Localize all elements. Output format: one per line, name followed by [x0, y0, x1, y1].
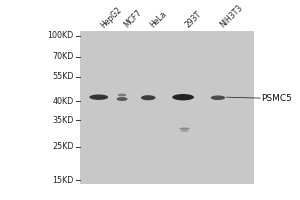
- Ellipse shape: [116, 97, 128, 101]
- Ellipse shape: [172, 94, 194, 100]
- Text: 70KD: 70KD: [52, 52, 74, 61]
- Ellipse shape: [179, 128, 190, 130]
- Ellipse shape: [141, 95, 155, 100]
- Text: HeLa: HeLa: [148, 10, 168, 30]
- Ellipse shape: [118, 94, 126, 96]
- Text: 25KD: 25KD: [52, 142, 74, 151]
- Text: 40KD: 40KD: [52, 97, 74, 106]
- Text: 100KD: 100KD: [47, 31, 74, 40]
- Text: MCF7: MCF7: [122, 8, 143, 30]
- Ellipse shape: [89, 94, 108, 100]
- FancyBboxPatch shape: [80, 31, 254, 184]
- Text: NIH3T3: NIH3T3: [218, 3, 244, 30]
- Text: PSMC5: PSMC5: [262, 94, 292, 103]
- Text: HepG2: HepG2: [99, 5, 124, 30]
- Text: 55KD: 55KD: [52, 72, 74, 81]
- Ellipse shape: [180, 130, 189, 132]
- Ellipse shape: [211, 95, 225, 100]
- Text: 15KD: 15KD: [52, 176, 74, 185]
- Text: 35KD: 35KD: [52, 116, 74, 125]
- Text: 293T: 293T: [183, 10, 203, 30]
